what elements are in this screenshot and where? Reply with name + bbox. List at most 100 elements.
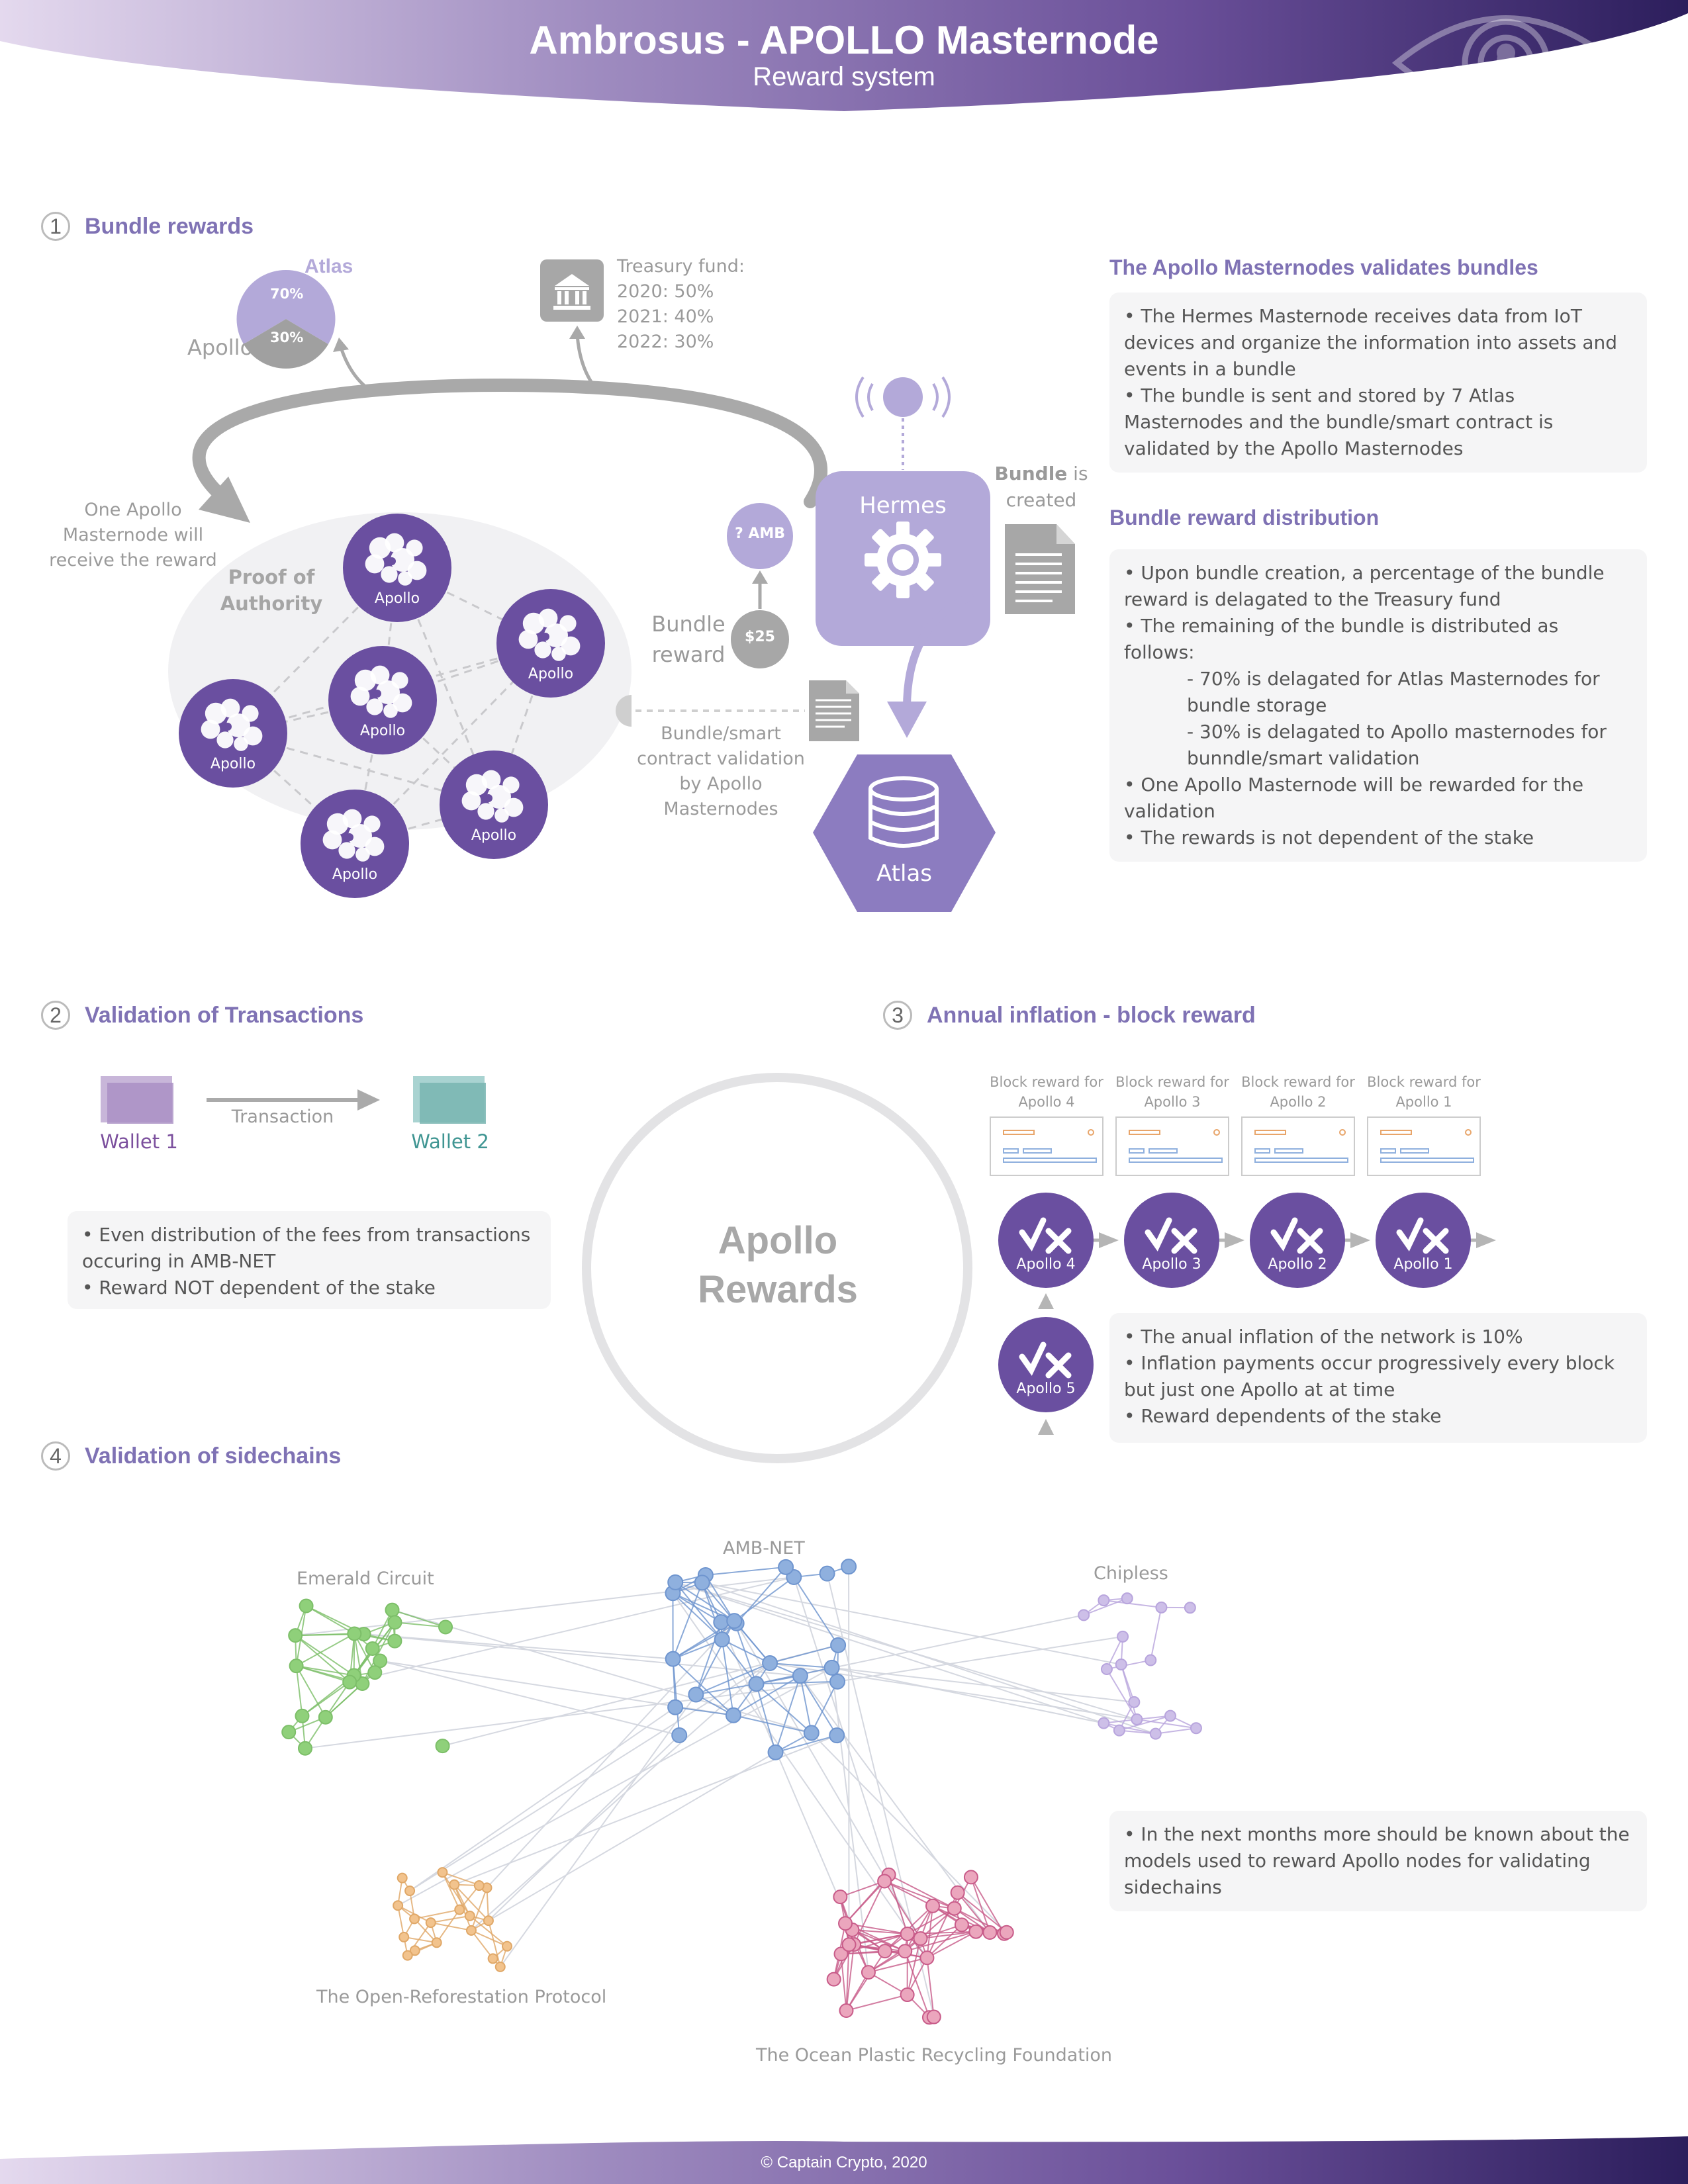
apollo-node-icon — [461, 770, 524, 823]
database-icon — [868, 776, 939, 848]
chipless-label: Chipless — [1094, 1563, 1168, 1584]
validates-item-1: • The Hermes Masternode receives data fr… — [1124, 305, 1618, 380]
section-4-heading: 4 Validation of sidechains — [41, 1441, 341, 1471]
ocean-plastic-cluster — [826, 1867, 1014, 2025]
treasury-2020: 2020: 50% — [617, 281, 714, 302]
inflation-item-3: • Reward dependents of the stake — [1124, 1405, 1442, 1427]
validates-box: • The Hermes Masternode receives data fr… — [1109, 293, 1647, 473]
apollo-node-label: Apollo 2 — [1268, 1256, 1327, 1273]
block-label-2: Block reward for Apollo 3 — [1115, 1074, 1229, 1110]
apollo-node-icon — [365, 533, 427, 586]
document-icon — [1005, 524, 1075, 614]
distribution-sub-2: - 30% is delagated to Apollo masternodes… — [1187, 721, 1607, 769]
block-label-1: Block reward for Apollo 4 — [990, 1074, 1103, 1110]
apollo-node: Apollo — [301, 790, 409, 898]
wallet1-icon — [101, 1076, 173, 1124]
apollo-node-label: Apollo 5 — [1016, 1381, 1076, 1397]
inflation-node-5: Apollo 5 — [998, 1317, 1094, 1412]
distribution-item-1: • Upon bundle creation, a percentage of … — [1124, 562, 1605, 610]
chipless-cluster — [1078, 1592, 1202, 1740]
gear-icon — [865, 522, 941, 598]
section-3-number: 3 — [883, 1001, 912, 1030]
pie-apollo-pct: 30% — [270, 330, 304, 345]
ocean-plastic-label: The Ocean Plastic Recycling Foundation — [756, 2045, 1113, 2066]
apollo-node: Apollo — [440, 751, 548, 859]
vote-check-icon — [1019, 1342, 1072, 1379]
apollo-node-icon — [518, 608, 581, 661]
validation-label: Bundle/smart contract validation by Apol… — [637, 723, 805, 819]
distribution-item-2: • The remaining of the bundle is distrib… — [1124, 615, 1559, 663]
apollo-node: Apollo — [343, 514, 451, 622]
inflation-box: • The anual inflation of the network is … — [1109, 1313, 1647, 1443]
treasury-2022: 2022: 30% — [617, 332, 714, 352]
apollo-node-icon — [322, 809, 385, 862]
one-apollo-label: One Apollo Masternode will receive the r… — [49, 500, 217, 570]
treasury-fund: Treasury fund: 2020: 50% 2021: 40% 2022:… — [617, 254, 745, 355]
atlas-label: Atlas — [876, 860, 932, 887]
distribution-box: • Upon bundle creation, a percentage of … — [1109, 549, 1647, 862]
section-4-title: Validation of sidechains — [85, 1443, 342, 1469]
pie-atlas-pct: 70% — [270, 286, 304, 302]
wallet2-label: Wallet 2 — [411, 1130, 489, 1153]
header-banner — [0, 0, 1688, 111]
inflation-node-4: Apollo 1 — [1376, 1193, 1471, 1288]
vote-check-icon — [1270, 1217, 1323, 1254]
inflation-node-1: Apollo 4 — [998, 1193, 1094, 1288]
apollo-node-label: Apollo — [374, 590, 420, 607]
amb-net-cluster — [665, 1559, 857, 1760]
usd-token — [731, 610, 789, 668]
transactions-box: • Even distribution of the fees from tra… — [68, 1211, 551, 1309]
reward-loop-arrow — [192, 378, 828, 508]
treasury-2021: 2021: 40% — [617, 306, 714, 327]
apollo-node: Apollo — [328, 646, 437, 754]
transaction-label: Transaction — [231, 1107, 334, 1127]
bundle-created-label: Bundle is created — [992, 461, 1091, 514]
apollo-rewards-line1: Apollo — [718, 1219, 838, 1262]
eye-logo-icon — [1391, 15, 1620, 111]
amb-net-label: AMB-NET — [723, 1538, 805, 1559]
section-1-number: 1 — [41, 212, 70, 241]
pie-apollo-label: Apollo — [187, 335, 254, 360]
section-3-heading: 3 Annual inflation - block reward — [883, 1001, 1256, 1030]
section-2-number: 2 — [41, 1001, 70, 1030]
validates-item-2: • The bundle is sent and stored by 7 Atl… — [1124, 385, 1554, 459]
apollo-rewards-ring — [582, 1073, 972, 1463]
bundle-created-rest: is created — [1006, 463, 1088, 511]
apollo-node-label: Apollo — [471, 827, 517, 844]
apollo-rewards-line2: Rewards — [698, 1268, 858, 1311]
distribution-item-4: • The rewards is not dependent of the st… — [1124, 827, 1534, 848]
apollo-node-label: Apollo — [332, 866, 378, 883]
treasury-title: Treasury fund: — [617, 256, 745, 277]
apollo-node: Apollo — [179, 679, 287, 788]
sidechains-note: • In the next months more should be know… — [1124, 1823, 1630, 1898]
block-cards — [990, 1116, 1481, 1176]
validates-heading: The Apollo Masternodes validates bundles — [1109, 255, 1538, 279]
page-subtitle: Reward system — [753, 62, 935, 91]
sidechain-network-graph — [281, 1559, 1202, 2025]
inflation-item-2: • Inflation payments occur progressively… — [1124, 1352, 1615, 1400]
section-2-title: Validation of Transactions — [85, 1002, 364, 1028]
distribution-item-3: • One Apollo Masternode will be rewarded… — [1124, 774, 1584, 822]
apollo-node: Apollo — [496, 589, 605, 698]
usd-label: $25 — [745, 629, 775, 645]
footer-credit: © Captain Crypto, 2020 — [761, 2154, 927, 2171]
apollo-node-label: Apollo 4 — [1016, 1256, 1076, 1273]
apollo-node-label: Apollo — [359, 723, 406, 739]
hermes-label: Hermes — [859, 492, 947, 519]
inflation-node-2: Apollo 3 — [1124, 1193, 1219, 1288]
apollo-node-label: Apollo 3 — [1142, 1256, 1201, 1273]
bundle-reward-label: Bundle reward — [651, 612, 726, 667]
bundle-created-bold: Bundle — [994, 463, 1068, 484]
transactions-item-2: • Reward NOT dependent of the stake — [82, 1277, 436, 1298]
apollo-node-label: Apollo — [528, 666, 574, 682]
pie-atlas-label: Atlas — [305, 255, 353, 277]
section-1-title: Bundle rewards — [85, 213, 254, 239]
amb-label: ? AMB — [734, 525, 786, 542]
amb-token — [727, 503, 793, 569]
reforestation-cluster — [393, 1867, 512, 1972]
transactions-item-1: • Even distribution of the fees from tra… — [82, 1224, 531, 1272]
page-title: Ambrosus - APOLLO Masternode — [529, 18, 1159, 62]
vote-check-icon — [1019, 1217, 1072, 1254]
emerald-cluster — [281, 1598, 453, 1756]
section-3-title: Annual inflation - block reward — [927, 1002, 1256, 1028]
